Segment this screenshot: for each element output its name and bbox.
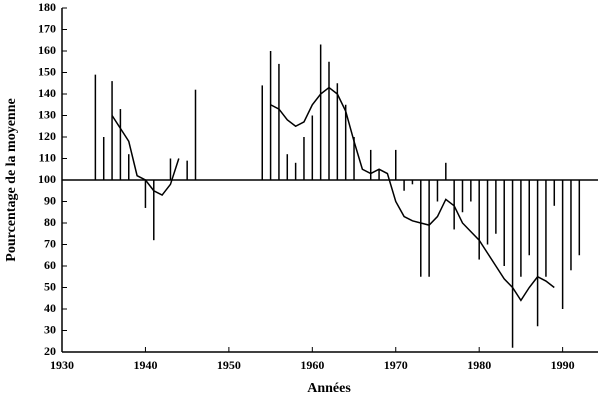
x-tick-label: 1980 xyxy=(467,358,491,372)
y-tick-label: 80 xyxy=(44,215,56,229)
y-tick-label: 110 xyxy=(39,150,56,164)
x-tick-label: 1970 xyxy=(384,358,408,372)
y-tick-label: 130 xyxy=(38,107,56,121)
smoothed-line xyxy=(270,86,555,302)
y-tick-label: 180 xyxy=(38,0,56,14)
y-tick-label: 140 xyxy=(38,86,56,100)
y-tick-label: 160 xyxy=(38,43,56,57)
y-tick-label: 100 xyxy=(38,172,56,186)
x-tick-label: 1930 xyxy=(50,358,74,372)
y-tick-label: 60 xyxy=(44,258,56,272)
smoothed-line xyxy=(111,115,180,197)
y-tick-label: 20 xyxy=(44,344,56,358)
x-tick-label: 1940 xyxy=(133,358,157,372)
x-tick-label: 1960 xyxy=(300,358,324,372)
y-tick-label: 90 xyxy=(44,193,56,207)
x-tick-label: 1990 xyxy=(551,358,575,372)
y-tick-label: 70 xyxy=(44,236,56,250)
x-tick-label: 1950 xyxy=(217,358,241,372)
y-tick-label: 30 xyxy=(44,322,56,336)
y-tick-label: 50 xyxy=(44,279,56,293)
x-axis-label: Années xyxy=(307,381,351,396)
y-tick-label: 150 xyxy=(38,64,56,78)
y-tick-label: 120 xyxy=(38,129,56,143)
y-tick-label: 170 xyxy=(38,21,56,35)
y-tick-label: 40 xyxy=(44,301,56,315)
y-axis-label: Pourcentage de la moyenne xyxy=(4,98,19,261)
